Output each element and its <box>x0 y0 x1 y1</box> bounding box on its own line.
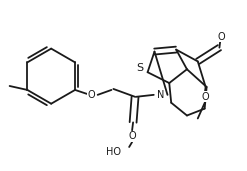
Text: O: O <box>128 131 136 141</box>
Text: N: N <box>157 90 164 100</box>
Text: O: O <box>218 32 225 42</box>
Text: HO: HO <box>106 147 121 157</box>
Text: O: O <box>88 90 96 100</box>
Text: S: S <box>136 63 143 73</box>
Text: O: O <box>202 92 209 102</box>
